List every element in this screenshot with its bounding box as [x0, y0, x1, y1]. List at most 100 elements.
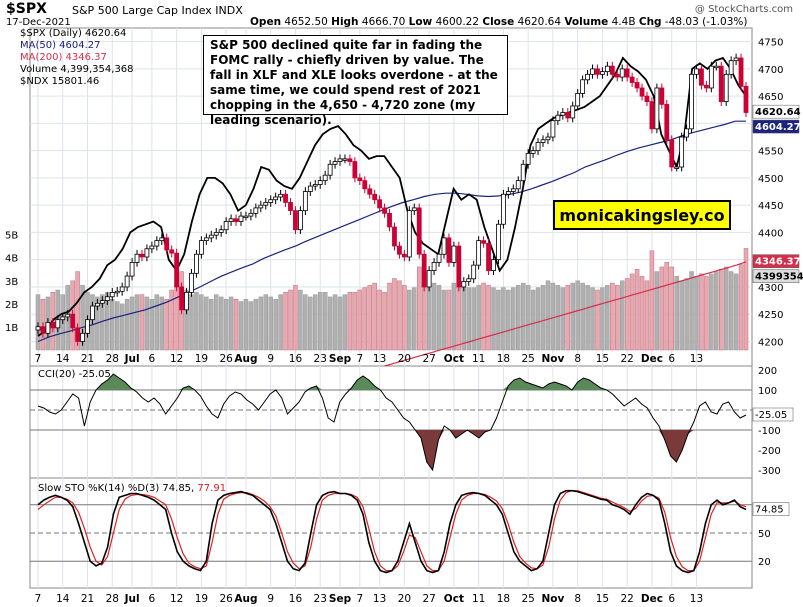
volume-bar [540, 285, 546, 351]
brand-box: monicakingsley.co [553, 200, 731, 230]
volume-tick-label: 3B [5, 277, 18, 288]
cci-positive-fill [38, 374, 746, 390]
candle-body [476, 240, 482, 266]
volume-bar [421, 282, 427, 351]
x-tick-label-bottom: Dec [641, 593, 663, 605]
x-tick-label-bottom: 13 [373, 593, 386, 605]
quote-line: Open 4652.50 High 4666.70 Low 4600.22 Cl… [250, 16, 747, 28]
candles [35, 53, 749, 346]
volume-bar [669, 266, 674, 351]
x-tick-label-bottom: 21 [81, 593, 94, 605]
cci-value-tag: -25.05 [755, 410, 787, 421]
volume-bar [525, 285, 531, 351]
legend-ndx: $NDX 15801.46 [20, 76, 99, 87]
price-tick-label: 4300 [758, 283, 783, 294]
candle-body [317, 180, 323, 185]
candle-body [40, 326, 46, 334]
volume-bar [218, 296, 224, 351]
candle-body [50, 321, 56, 329]
volume-bar [228, 296, 234, 351]
legend-ma50: MA(50) 4604.27 [20, 40, 101, 51]
volume-bar [555, 285, 561, 351]
candle-body [500, 193, 506, 225]
x-tick-label-top: Oct [444, 353, 464, 365]
candle-body [669, 139, 675, 168]
volume-bar [471, 287, 476, 351]
price-tick-label: 4500 [758, 174, 783, 185]
volume-bar [263, 294, 268, 351]
candle-body [421, 253, 427, 288]
watermark: @ StockCharts.com [694, 4, 793, 15]
volume-bar [397, 280, 402, 351]
candle-body [312, 184, 318, 187]
candle-body [302, 191, 308, 212]
ma200-tag-box [752, 254, 800, 268]
candle-body [397, 245, 402, 255]
candle-body [278, 193, 284, 198]
candle-body [228, 218, 234, 222]
volume-bar [303, 294, 308, 351]
candle-body [307, 185, 313, 192]
x-tick-label-bottom: 16 [289, 593, 303, 605]
volume-bar [223, 298, 229, 351]
candle-body [392, 226, 397, 247]
candle-body [119, 286, 125, 292]
candle-body [570, 105, 576, 119]
candle-body [288, 202, 293, 212]
candle-body [520, 163, 526, 182]
candle-body [590, 68, 595, 75]
candle-body [90, 305, 95, 321]
volume-bar [407, 289, 412, 351]
x-tick-label-bottom: 25 [521, 593, 534, 605]
candle-body [659, 87, 665, 105]
candle-body [733, 57, 739, 62]
volume-bar [154, 294, 160, 351]
volume-bar [293, 285, 298, 351]
volume-bar [610, 282, 615, 351]
candle-body [713, 65, 719, 69]
candle-body [649, 101, 655, 130]
x-tick-label-top: 23 [314, 353, 327, 365]
x-tick-label-bottom: 20 [398, 593, 411, 605]
x-tick-label-bottom: 9 [267, 593, 274, 605]
volume-bar [486, 285, 491, 351]
candle-body [431, 262, 437, 271]
candle-body [530, 150, 536, 154]
volume-bar [550, 282, 556, 351]
x-tick-label-top: 20 [398, 353, 411, 365]
x-tick-label-bottom: 27 [422, 593, 435, 605]
open-label: Open [250, 16, 282, 28]
cci-panel [30, 373, 752, 472]
close-tag: 4620.64 [755, 107, 801, 118]
volume-bar [600, 287, 605, 351]
candle-body [352, 161, 358, 179]
cci-legend: CCI(20) -25.05 [38, 369, 111, 380]
x-tick-label-top: 13 [690, 353, 703, 365]
symbol: $SPX [6, 1, 47, 17]
volume-bar [209, 298, 214, 351]
volume-bar [456, 285, 462, 351]
x-tick-label-bottom: 8 [574, 593, 581, 605]
volume-bar [248, 301, 254, 351]
candle-body [461, 281, 467, 288]
candle-body [248, 212, 254, 217]
candle-body [327, 163, 333, 176]
x-tick-label-top: 13 [373, 353, 386, 365]
candle-body [179, 286, 184, 311]
volume-bar [75, 271, 80, 351]
volume-bar [565, 285, 571, 351]
candle-body [65, 313, 71, 318]
candle-body [357, 177, 363, 182]
volume-bar [466, 287, 471, 351]
volume-bar [709, 273, 714, 351]
volume-bar [253, 298, 259, 351]
volume-bar [110, 298, 115, 351]
candle-body [738, 57, 744, 87]
volume-tick-label: 1B [5, 323, 18, 334]
volume-bar [387, 282, 392, 351]
volume-bar [233, 298, 239, 351]
volume-bar [461, 285, 467, 351]
volume-bar [704, 275, 709, 351]
volume-bar [545, 280, 551, 351]
